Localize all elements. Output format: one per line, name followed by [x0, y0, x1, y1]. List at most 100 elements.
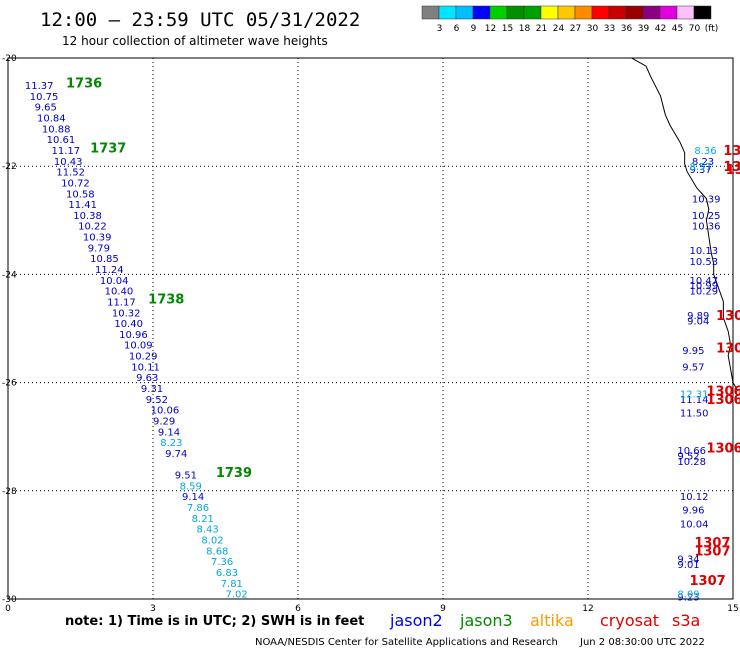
swh-value: 9.31: [141, 384, 163, 395]
satellite-legend: jason2 jason3 altika cryosat s3a: [389, 611, 700, 630]
y-tick-label: -28: [2, 487, 17, 497]
swh-value: 8.02: [201, 535, 223, 546]
colorbar-label: 9: [471, 24, 477, 34]
swh-value: 10.72: [61, 178, 90, 189]
colorbar-label: 42: [655, 24, 666, 34]
swh-value: 7.86: [187, 503, 209, 514]
colorbar-label: 6: [454, 24, 460, 34]
pass-number-label: 1306: [716, 309, 740, 324]
swh-value: 10.29: [690, 287, 719, 298]
legend-cryosat: cryosat: [600, 611, 659, 630]
colorbar-swatch: [506, 5, 525, 20]
pass-labels: 1736173717381739130613061306130613061306…: [66, 76, 740, 589]
pass-number-label: 1737: [90, 141, 126, 156]
swh-value: 10.13: [690, 246, 719, 257]
swh-value: 7.02: [226, 590, 248, 601]
swh-value: 9.63: [136, 373, 158, 384]
swh-value: 8.23: [692, 157, 714, 168]
swh-value: 9.04: [687, 316, 709, 327]
colorbar-swatch: [421, 5, 440, 20]
swh-value: 10.11: [131, 362, 160, 373]
swh-value: 10.85: [90, 254, 119, 265]
colorbar-label: (ft): [705, 24, 719, 34]
colorbar-swatch: [591, 5, 610, 20]
swh-value: 9.79: [88, 243, 110, 254]
colorbar-swatch: [438, 5, 457, 20]
swh-value: 10.43: [54, 157, 83, 168]
colorbar-swatch: [608, 5, 627, 20]
swh-value: 9.95: [682, 346, 704, 357]
colorbar-label: 27: [570, 24, 581, 34]
colorbar-label: 36: [621, 24, 633, 34]
x-tick-label: 6: [295, 604, 301, 614]
swh-value: 10.12: [680, 492, 709, 503]
colorbar-swatch: [540, 5, 559, 20]
altimeter-tracks: 11.3710.759.6510.8410.8810.6111.1710.431…: [25, 81, 721, 603]
swh-value: 11.41: [68, 200, 97, 211]
swh-value: 10.53: [690, 257, 719, 268]
colorbar-swatch: [693, 5, 712, 20]
swh-value: 10.61: [47, 135, 76, 146]
swh-value: 9.57: [682, 362, 704, 373]
pass-number-label: 1306: [716, 341, 740, 356]
swh-value: 10.40: [105, 287, 134, 298]
swh-value: 11.24: [95, 265, 124, 276]
colorbar-label: 21: [536, 24, 547, 34]
colorbar-swatch: [659, 5, 678, 20]
colorbar-label: 24: [553, 24, 565, 34]
x-tick-label: 0: [5, 604, 11, 614]
swh-value: 10.09: [124, 341, 153, 352]
swh-value: 8.23: [160, 438, 182, 449]
swh-value: 9.29: [153, 416, 175, 427]
x-tick-label: 9: [440, 604, 446, 614]
swh-value: 6.83: [216, 568, 238, 579]
x-tick-label: 12: [582, 604, 593, 614]
swh-value: 10.39: [83, 233, 112, 244]
colorbar-swatch: [625, 5, 644, 20]
pass-number-label: 1307: [694, 544, 730, 559]
colorbar-swatch: [574, 5, 593, 20]
colorbar-label: 18: [519, 24, 531, 34]
swh-value: 8.43: [197, 525, 219, 536]
colorbar-label: 70: [689, 24, 701, 34]
swh-value: 11.50: [680, 408, 709, 419]
swh-value: 10.06: [151, 406, 180, 417]
swh-value: 8.21: [192, 514, 214, 525]
pass-number-label: 1306: [726, 163, 740, 178]
y-tick-label: -20: [2, 54, 17, 64]
swh-value: 9.37: [690, 165, 712, 176]
colorbar-label: 39: [638, 24, 650, 34]
y-tick-label: -24: [2, 270, 17, 280]
colorbar-label: 33: [604, 24, 615, 34]
swh-value: 10.99: [690, 281, 719, 292]
page-title: 12:00 — 23:59 UTC 05/31/2022: [40, 9, 360, 31]
colorbar-label: 45: [672, 24, 683, 34]
swh-value: 10.04: [100, 276, 129, 287]
swh-value: 10.39: [692, 195, 721, 206]
colorbar-swatch: [676, 5, 695, 20]
swh-value: 7.81: [221, 579, 243, 590]
swh-value: 11.17: [52, 146, 81, 157]
colorbar-label: 12: [485, 24, 496, 34]
swh-value: 9.65: [35, 103, 57, 114]
pass-number-label: 1306: [706, 393, 740, 408]
swh-value: 9.89: [687, 311, 709, 322]
swh-value: 10.38: [73, 211, 102, 222]
swh-value: 10.36: [692, 222, 721, 233]
swh-value: 10.96: [119, 330, 148, 341]
colorbar-label: 30: [587, 24, 599, 34]
pass-number-label: 1738: [148, 293, 184, 308]
swh-value: 10.29: [129, 352, 158, 363]
swh-value: 9.01: [677, 560, 699, 571]
swh-value: 9.74: [165, 449, 187, 460]
swh-value: 9.14: [158, 427, 180, 438]
colorbar-swatch: [523, 5, 542, 20]
pass-number-label: 1307: [694, 536, 730, 551]
swh-value: 9.96: [682, 506, 704, 517]
pass-number-label: 1307: [690, 574, 726, 589]
swh-value: 10.84: [37, 114, 66, 125]
swh-value: 11.17: [107, 297, 136, 308]
swh-value: 8.68: [206, 546, 228, 557]
swh-value: 10.25: [692, 211, 721, 222]
